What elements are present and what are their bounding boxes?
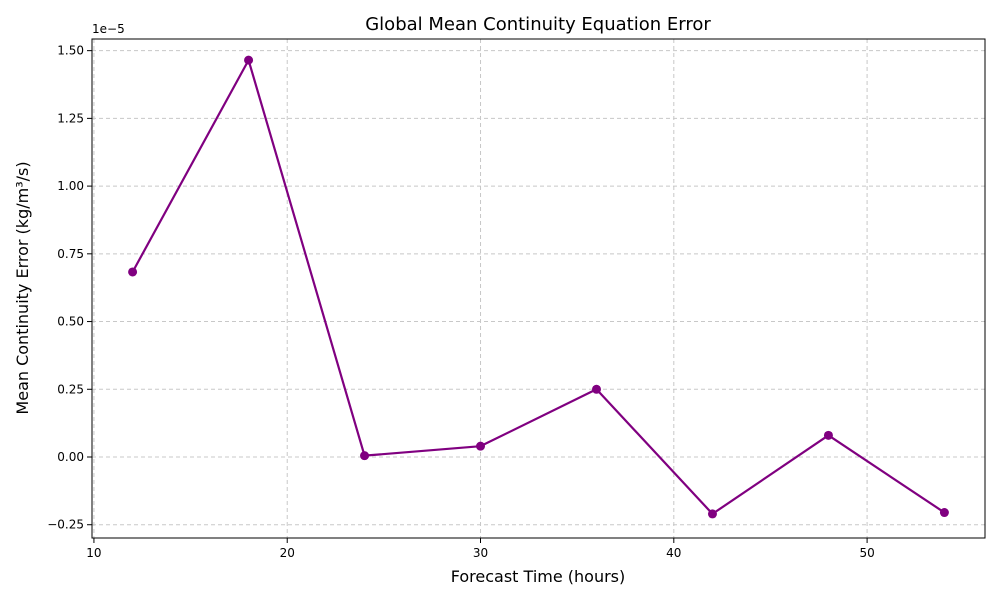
tick-layer: 10 20 30 40 50 −0.25 0.00 0.25 0.50 0.75 1.00 1.25 1… xyxy=(47,44,875,560)
x-tick-label: 20 xyxy=(280,546,295,560)
data-point xyxy=(360,451,370,461)
y-tick-label: 1.00 xyxy=(57,179,84,193)
y-axis-label: Mean Continuity Error (kg/m³/s) xyxy=(13,161,32,414)
plot-frame xyxy=(91,38,986,539)
data-point xyxy=(591,384,601,394)
data-point xyxy=(128,267,138,277)
x-tick-label: 30 xyxy=(473,546,488,560)
x-axis-label: Forecast Time (hours) xyxy=(451,567,626,586)
chart-title: Global Mean Continuity Equation Error xyxy=(365,14,711,35)
y-tick-label: −0.25 xyxy=(47,518,84,532)
data-point xyxy=(939,508,949,518)
y-tick-label: 0.00 xyxy=(57,450,84,464)
y-offset-label: 1e−5 xyxy=(92,22,125,36)
series-line xyxy=(131,59,946,515)
data-point xyxy=(823,430,833,440)
x-tick-label: 40 xyxy=(666,546,681,560)
y-tick-label: 1.25 xyxy=(57,111,84,125)
data-point xyxy=(244,55,254,65)
y-tick-label: 0.50 xyxy=(57,315,84,329)
grid-layer xyxy=(92,39,985,538)
y-tick-label: 1.50 xyxy=(57,44,84,58)
y-tick-label: 0.25 xyxy=(57,382,84,396)
data-point xyxy=(476,441,486,451)
y-tick-label: 0.75 xyxy=(57,247,84,261)
x-tick-label: 50 xyxy=(859,546,874,560)
data-point xyxy=(707,509,717,519)
x-tick-label: 10 xyxy=(86,546,101,560)
series-layer xyxy=(128,55,949,519)
